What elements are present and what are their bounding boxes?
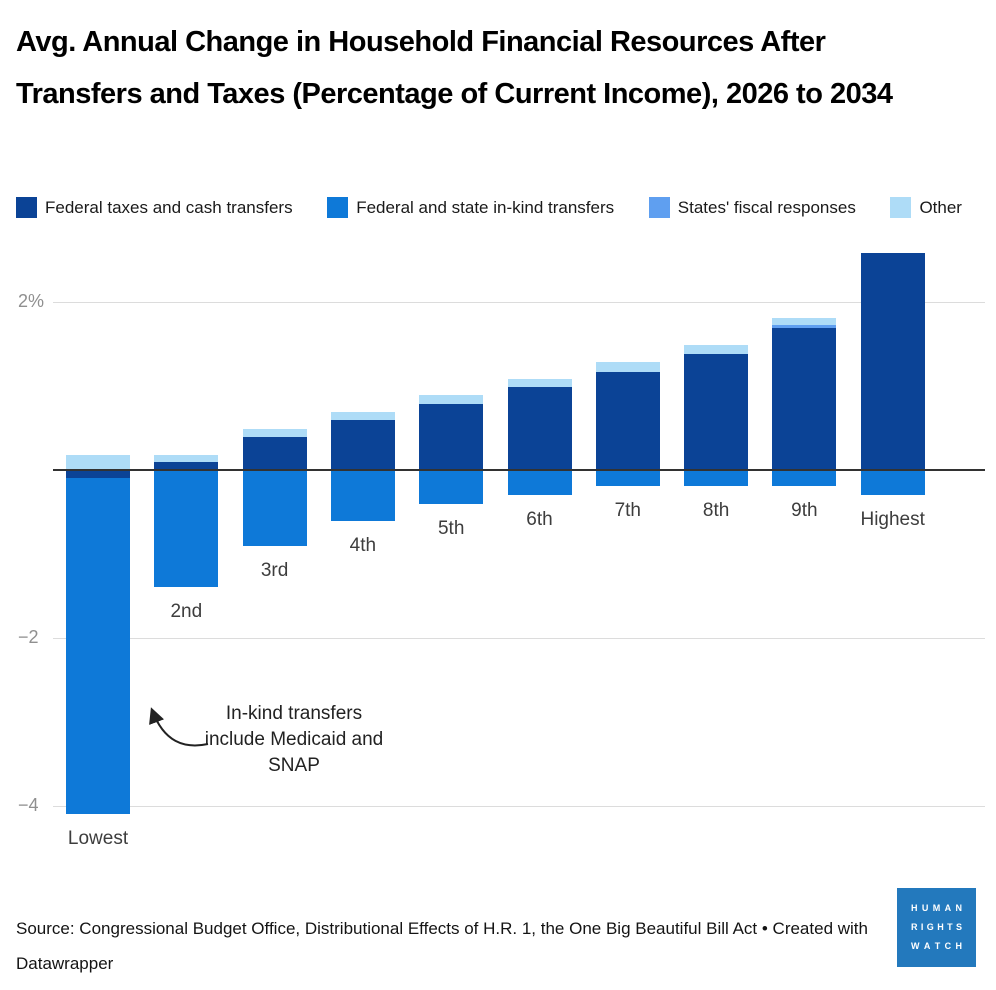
bar-segment-cash bbox=[507, 386, 572, 470]
bar-segment-other bbox=[330, 412, 395, 421]
bar-segment-inkind bbox=[330, 470, 395, 522]
bar-segment-inkind bbox=[507, 470, 572, 496]
x-category-label: 4th bbox=[349, 535, 377, 557]
x-category-label: 8th bbox=[702, 499, 730, 521]
bar-segment-cash bbox=[772, 328, 837, 470]
zero-axis-line bbox=[53, 469, 985, 471]
source-note: Source: Congressional Budget Office, Dis… bbox=[16, 919, 868, 973]
bar-segment-inkind bbox=[860, 470, 925, 496]
bar-segment-inkind bbox=[419, 470, 484, 504]
bar-segment-inkind bbox=[595, 470, 660, 486]
x-category-label: 7th bbox=[614, 499, 641, 521]
x-category-label: 6th bbox=[526, 509, 553, 531]
bar-segment-inkind bbox=[772, 470, 837, 486]
legend-item-states: States' fiscal responses bbox=[648, 197, 856, 218]
bar-segment-inkind bbox=[242, 470, 307, 546]
bar-segment-other bbox=[154, 454, 219, 463]
legend-label: Federal and state in-kind transfers bbox=[356, 197, 615, 217]
bar-segment-cash bbox=[242, 437, 307, 470]
bar-segment-other bbox=[419, 395, 484, 404]
x-category-label: Highest bbox=[860, 509, 925, 531]
legend-item-inkind: Federal and state in-kind transfers bbox=[327, 197, 614, 218]
annotation-text: In-kind transfers include Medicaid and S… bbox=[204, 703, 384, 776]
legend: Federal taxes and cash transfers Federal … bbox=[16, 197, 962, 218]
legend-item-other: Other bbox=[890, 197, 962, 218]
bar-segment-other bbox=[595, 362, 660, 372]
y-tick-label: −2 bbox=[18, 627, 39, 647]
gridline bbox=[53, 301, 985, 303]
legend-label: Federal taxes and cash transfers bbox=[45, 197, 293, 217]
legend-swatch-states bbox=[648, 197, 670, 218]
bar-segment-states bbox=[772, 324, 837, 329]
bar-segment-cash bbox=[684, 354, 749, 470]
bar-segment-inkind bbox=[66, 478, 130, 815]
annotation-arrow bbox=[149, 707, 209, 747]
legend-swatch-other bbox=[890, 197, 912, 218]
x-category-label: 3rd bbox=[260, 559, 289, 581]
bar-segment-other bbox=[242, 428, 307, 438]
x-category-label: 2nd bbox=[170, 600, 203, 622]
chart-title: Avg. Annual Change in Household Financia… bbox=[16, 26, 893, 110]
legend-swatch-inkind bbox=[327, 197, 349, 218]
y-tick-label: 2% bbox=[18, 291, 45, 311]
bar-segment-cash bbox=[154, 462, 219, 470]
bar-segment-other bbox=[684, 344, 749, 355]
bar-segment-cash bbox=[419, 403, 484, 470]
legend-label: States' fiscal responses bbox=[677, 197, 856, 217]
x-category-label: 9th bbox=[791, 499, 818, 521]
legend-swatch-cash bbox=[16, 197, 37, 218]
bar-segment-cash bbox=[595, 371, 660, 470]
bar-segment-cash bbox=[330, 420, 395, 470]
x-category-label: Lowest bbox=[67, 828, 129, 850]
bar-segment-other bbox=[66, 454, 130, 470]
bar-segment-cash bbox=[66, 470, 130, 479]
bar-segment-cash bbox=[860, 253, 925, 470]
gridline bbox=[53, 637, 985, 639]
bar-segment-inkind bbox=[154, 470, 219, 587]
bar-segment-other bbox=[507, 379, 572, 387]
bar-segment-inkind bbox=[684, 470, 749, 486]
bar-segment-other bbox=[772, 317, 837, 325]
x-category-label: 5th bbox=[437, 517, 465, 539]
gridline bbox=[53, 805, 985, 807]
y-tick-label: −4 bbox=[18, 795, 39, 815]
legend-item-cash: Federal taxes and cash transfers bbox=[16, 197, 293, 218]
legend-label: Other bbox=[919, 197, 962, 217]
